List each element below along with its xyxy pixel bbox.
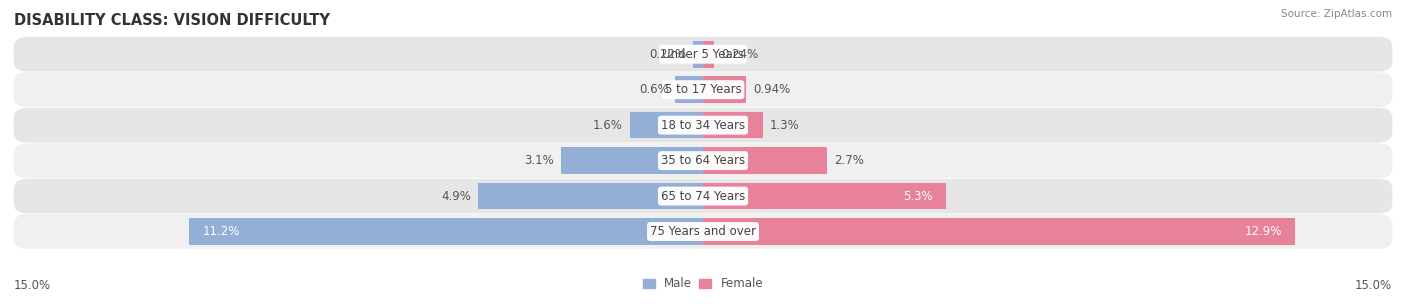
Text: 35 to 64 Years: 35 to 64 Years	[661, 154, 745, 167]
Bar	[675, 76, 703, 103]
Bar	[703, 147, 827, 174]
Legend: Male, Female: Male, Female	[643, 277, 763, 290]
Text: 5.3%: 5.3%	[903, 190, 932, 202]
Text: 1.6%: 1.6%	[593, 119, 623, 132]
FancyBboxPatch shape	[14, 179, 1392, 213]
FancyBboxPatch shape	[14, 37, 1392, 72]
Text: 2.7%: 2.7%	[834, 154, 863, 167]
Text: 0.94%: 0.94%	[754, 83, 790, 96]
Text: 0.24%: 0.24%	[721, 48, 758, 61]
FancyBboxPatch shape	[14, 214, 1392, 249]
Text: 0.22%: 0.22%	[648, 48, 686, 61]
Bar	[188, 218, 703, 245]
Text: Under 5 Years: Under 5 Years	[662, 48, 744, 61]
Text: DISABILITY CLASS: VISION DIFFICULTY: DISABILITY CLASS: VISION DIFFICULTY	[14, 13, 330, 28]
Text: Source: ZipAtlas.com: Source: ZipAtlas.com	[1281, 9, 1392, 19]
Bar	[703, 112, 762, 138]
Text: 5 to 17 Years: 5 to 17 Years	[665, 83, 741, 96]
Bar	[703, 76, 747, 103]
Bar	[703, 41, 714, 67]
Bar	[630, 112, 703, 138]
Text: 75 Years and over: 75 Years and over	[650, 225, 756, 238]
Bar	[478, 183, 703, 209]
Text: 18 to 34 Years: 18 to 34 Years	[661, 119, 745, 132]
Text: 0.6%: 0.6%	[638, 83, 669, 96]
FancyBboxPatch shape	[14, 72, 1392, 107]
Text: 11.2%: 11.2%	[202, 225, 240, 238]
Bar	[561, 147, 703, 174]
Text: 12.9%: 12.9%	[1244, 225, 1282, 238]
Text: 1.3%: 1.3%	[769, 119, 800, 132]
Bar	[703, 183, 946, 209]
Text: 15.0%: 15.0%	[1355, 279, 1392, 292]
Text: 15.0%: 15.0%	[14, 279, 51, 292]
Text: 4.9%: 4.9%	[441, 190, 471, 202]
FancyBboxPatch shape	[14, 143, 1392, 178]
FancyBboxPatch shape	[14, 108, 1392, 143]
Text: 3.1%: 3.1%	[524, 154, 554, 167]
Text: 65 to 74 Years: 65 to 74 Years	[661, 190, 745, 202]
Bar	[693, 41, 703, 67]
Bar	[703, 218, 1295, 245]
